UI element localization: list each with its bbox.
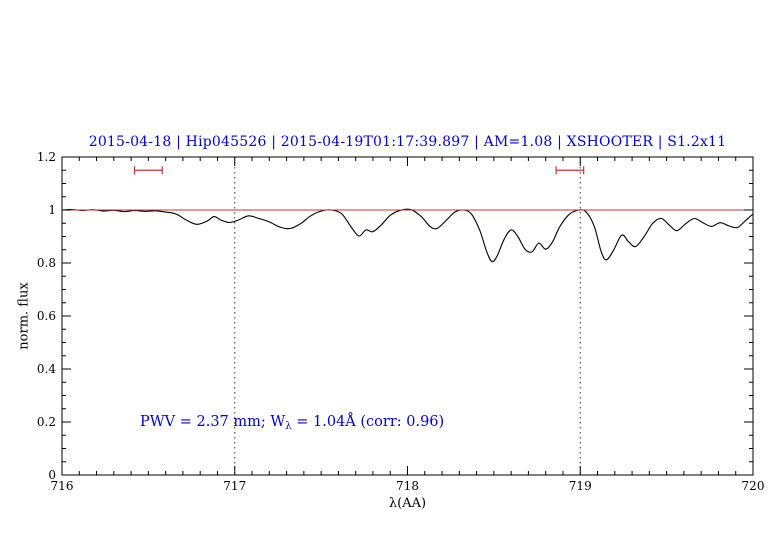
y-axis-label: norm. flux — [16, 282, 32, 350]
spectrum-curve — [61, 208, 754, 263]
pwv-annotation: PWV = 2.37 mm; Wλ = 1.04Å (corr: 0.96) — [140, 414, 444, 432]
svg-text:0: 0 — [48, 468, 56, 482]
svg-text:1.2: 1.2 — [37, 150, 56, 164]
svg-text:0.2: 0.2 — [37, 415, 56, 429]
dotted-guides — [234, 157, 581, 475]
plot-title: 2015-04-18 | Hip045526 | 2015-04-19T01:1… — [88, 134, 727, 150]
svg-text:720: 720 — [742, 479, 765, 493]
svg-text:0.6: 0.6 — [37, 309, 56, 323]
x-axis-label: λ(AA) — [388, 496, 427, 511]
tick-labels: 716 717 718 719 720 0 0.2 0.4 0.6 0.8 1 1.2 — [37, 150, 765, 493]
svg-text:717: 717 — [223, 479, 246, 493]
pwv-annotation-post: = 1.04Å (corr: 0.96) — [291, 414, 445, 430]
svg-text:719: 719 — [569, 479, 592, 493]
pwv-annotation-sub: λ — [285, 421, 292, 432]
svg-text:1: 1 — [48, 203, 56, 217]
svg-text:0.8: 0.8 — [37, 256, 56, 270]
svg-text:716: 716 — [51, 479, 74, 493]
svg-text:0.4: 0.4 — [37, 362, 56, 376]
svg-text:718: 718 — [396, 479, 419, 493]
y-ticks — [62, 156, 753, 476]
x-ticks — [61, 157, 754, 475]
pwv-annotation-pre: PWV = 2.37 mm; W — [140, 414, 286, 430]
interval-markers — [133, 166, 585, 175]
